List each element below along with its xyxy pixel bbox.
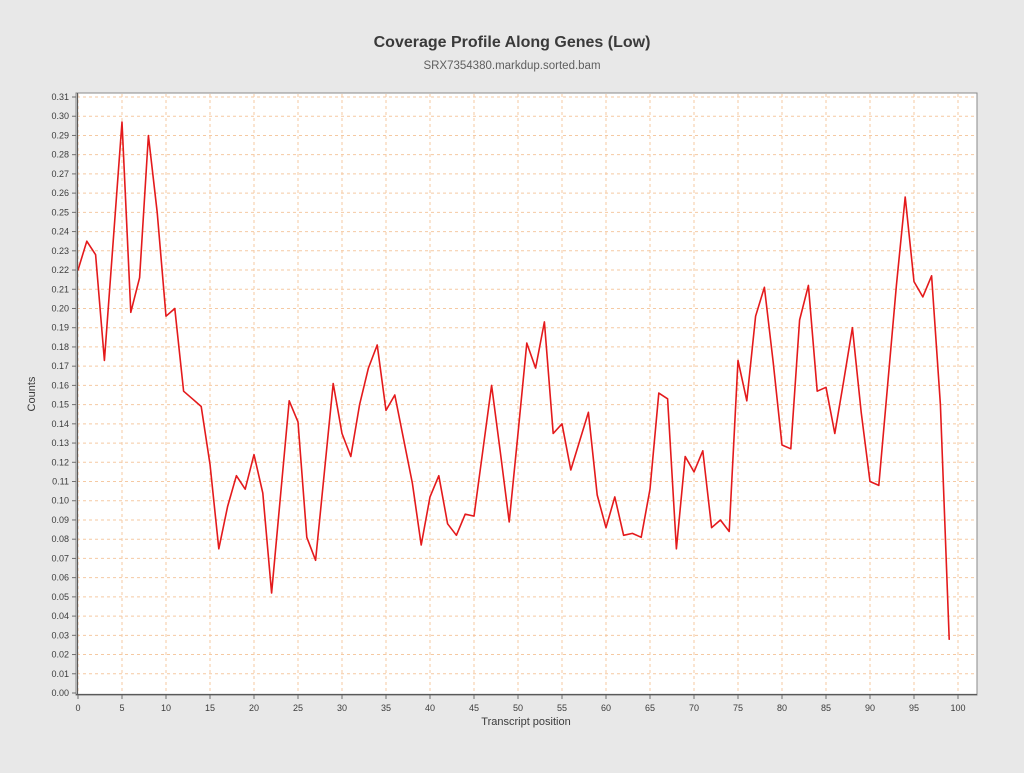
y-tick-label: 0.05 xyxy=(51,592,69,602)
y-tick-label: 0.21 xyxy=(51,284,69,294)
x-tick-label: 5 xyxy=(119,703,124,713)
y-tick-label: 0.10 xyxy=(51,496,69,506)
x-tick-label: 85 xyxy=(821,703,831,713)
y-tick-label: 0.18 xyxy=(51,342,69,352)
x-tick-label: 10 xyxy=(161,703,171,713)
x-tick-label: 70 xyxy=(689,703,699,713)
series-coverage xyxy=(77,121,951,641)
y-tick-label: 0.08 xyxy=(51,534,69,544)
y-tick-label: 0.00 xyxy=(51,688,69,698)
y-tick-label: 0.17 xyxy=(51,361,69,371)
y-tick-label: 0.16 xyxy=(51,380,69,390)
x-tick-label: 90 xyxy=(865,703,875,713)
y-tick-label: 0.20 xyxy=(51,303,69,313)
y-tick-label: 0.23 xyxy=(51,246,69,256)
x-tick-label: 75 xyxy=(733,703,743,713)
x-tick-label: 45 xyxy=(469,703,479,713)
y-tick-label: 0.31 xyxy=(51,92,69,102)
axis-ticks: 0 5 10 15 20 25 30 35 40 45 50 55 60 65 70 75 80 85 90 95 10… xyxy=(51,92,965,713)
y-tick-label: 0.11 xyxy=(52,477,69,487)
y-tick-label: 0.02 xyxy=(51,650,69,660)
y-tick-label: 0.28 xyxy=(51,150,69,160)
y-tick-label: 0.30 xyxy=(51,111,69,121)
x-tick-label: 50 xyxy=(513,703,523,713)
page-title: Coverage Profile Along Genes (Low) xyxy=(374,34,651,51)
y-tick-label: 0.27 xyxy=(51,169,69,179)
x-tick-label: 35 xyxy=(381,703,391,713)
y-tick-label: 0.25 xyxy=(51,207,69,217)
y-tick-label: 0.26 xyxy=(51,188,69,198)
y-tick-label: 0.04 xyxy=(51,611,69,621)
x-tick-label: 0 xyxy=(75,703,80,713)
coverage-line xyxy=(77,121,951,641)
x-tick-label: 95 xyxy=(909,703,919,713)
y-axis-label: Counts xyxy=(26,376,38,411)
y-tick-label: 0.07 xyxy=(51,553,69,563)
y-tick-label: 0.14 xyxy=(51,419,69,429)
y-tick-label: 0.01 xyxy=(51,669,69,679)
x-tick-label: 55 xyxy=(557,703,567,713)
x-tick-label: 40 xyxy=(425,703,435,713)
y-tick-label: 0.09 xyxy=(51,515,69,525)
y-tick-label: 0.13 xyxy=(51,438,69,448)
x-tick-label: 20 xyxy=(249,703,259,713)
x-tick-label: 65 xyxy=(645,703,655,713)
x-tick-label: 100 xyxy=(950,703,965,713)
x-tick-label: 30 xyxy=(337,703,347,713)
x-tick-label: 15 xyxy=(205,703,215,713)
page-subtitle: SRX7354380.markdup.sorted.bam xyxy=(423,60,600,72)
x-tick-label: 25 xyxy=(293,703,303,713)
y-tick-label: 0.03 xyxy=(51,630,69,640)
y-tick-label: 0.22 xyxy=(51,265,69,275)
y-tick-label: 0.29 xyxy=(51,130,69,140)
y-tick-label: 0.24 xyxy=(51,227,69,237)
x-tick-label: 80 xyxy=(777,703,787,713)
x-axis-label: Transcript position xyxy=(481,716,570,728)
grid-lines xyxy=(77,94,976,694)
x-tick-label: 60 xyxy=(601,703,611,713)
y-tick-label: 0.12 xyxy=(51,457,69,467)
y-tick-label: 0.06 xyxy=(51,573,69,583)
y-tick-label: 0.15 xyxy=(51,400,69,410)
y-tick-label: 0.19 xyxy=(51,323,69,333)
